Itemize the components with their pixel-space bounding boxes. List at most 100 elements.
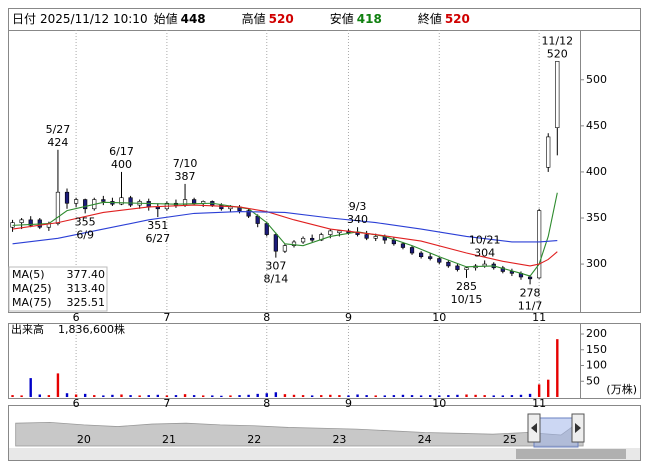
- volume-bar: [20, 395, 23, 397]
- volume-total: 1,836,600株: [58, 322, 125, 336]
- main-panel: [8, 30, 641, 313]
- volume-bar: [347, 395, 350, 397]
- volume-bar: [238, 395, 241, 397]
- volume-bar: [310, 395, 314, 397]
- volume-bar: [38, 394, 41, 397]
- x-tick-label: 23: [332, 433, 346, 446]
- volume-bar: [74, 394, 78, 397]
- x-tick-label: 22: [247, 433, 261, 446]
- unit-label: (万株): [606, 382, 637, 396]
- candle-body: [428, 256, 433, 259]
- candle-body: [373, 236, 378, 239]
- candle-body: [555, 61, 560, 128]
- annotation-value: 424: [47, 136, 68, 149]
- candle-body: [119, 197, 124, 205]
- volume-bar: [11, 395, 14, 397]
- volume-bar: [165, 395, 169, 397]
- x-tick-label: 8: [263, 397, 270, 410]
- y-tick-label: 200: [586, 327, 607, 340]
- x-tick-label: 21: [162, 433, 176, 446]
- high-label: 高値: [242, 11, 266, 26]
- candle-body: [509, 271, 515, 274]
- candle-body: [391, 239, 396, 245]
- x-tick-label: 24: [418, 433, 432, 446]
- high: 520: [269, 12, 294, 26]
- volume-bar: [492, 395, 495, 397]
- scrollbar-track: [9, 448, 640, 460]
- volume-bar: [410, 395, 414, 397]
- date: 2025/11/12 10:10: [40, 12, 148, 26]
- candle-body: [83, 199, 88, 210]
- x-tick-label: 11: [532, 311, 546, 324]
- volume-bar: [365, 395, 368, 397]
- y-tick-label: 400: [586, 165, 607, 178]
- volume-bar: [474, 394, 477, 397]
- candle-body: [273, 234, 278, 252]
- volume-bar: [220, 395, 223, 397]
- volume-bar: [202, 395, 205, 397]
- volume-bar: [329, 394, 332, 397]
- volume-bar: [338, 395, 341, 397]
- volume-bar: [438, 395, 441, 397]
- x-tick-label: 9: [345, 397, 352, 410]
- volume-bar: [320, 395, 323, 397]
- annotation-date: 5/27: [46, 123, 71, 136]
- volume-bar: [183, 394, 187, 397]
- volume-bar: [120, 394, 123, 397]
- annotation-value: 387: [175, 170, 196, 183]
- volume-bar: [292, 394, 296, 397]
- legend-name: MA(5): [12, 268, 45, 281]
- volume-bar: [265, 393, 268, 397]
- legend-box: [8, 266, 108, 312]
- x-tick-label: 10: [432, 311, 446, 324]
- candle-body: [28, 219, 33, 226]
- volume-bar: [274, 392, 278, 397]
- volume-bar: [428, 395, 432, 397]
- scrollbar-thumb[interactable]: [516, 449, 626, 459]
- ma-line: [12, 204, 558, 267]
- volume-bar: [465, 394, 468, 397]
- volume-bar: [129, 395, 132, 397]
- annotation-value: 520: [547, 47, 568, 60]
- candle-body: [55, 191, 61, 224]
- volume-bar: [510, 395, 514, 397]
- legend-name: MA(25): [12, 282, 52, 295]
- volume-bar: [56, 373, 60, 397]
- volume-bar: [102, 395, 105, 397]
- candle-body: [291, 241, 297, 246]
- annotation-date: 6/17: [109, 145, 134, 158]
- candle-body: [419, 252, 424, 258]
- volume-bar: [419, 395, 423, 397]
- x-tick-label: 10: [432, 397, 446, 410]
- annotation-date: 11/12: [541, 34, 573, 47]
- x-tick-label: 20: [77, 433, 91, 446]
- y-tick-label: 150: [586, 343, 607, 356]
- volume-bar: [256, 393, 259, 397]
- legend-value: 377.40: [67, 268, 106, 281]
- range-selection[interactable]: [533, 417, 579, 448]
- candle-body: [128, 197, 133, 206]
- volume-bar: [147, 395, 150, 397]
- candle-body: [300, 237, 306, 243]
- candle-body: [192, 199, 197, 204]
- candle-body: [437, 258, 442, 263]
- candle-body: [500, 267, 505, 272]
- volume-bar: [229, 395, 232, 397]
- volume-bar: [83, 393, 87, 397]
- x-tick-label: 8: [263, 311, 270, 324]
- low-label: 安値: [330, 11, 354, 26]
- annotation-value: 285: [456, 280, 477, 293]
- volume-bar: [401, 394, 405, 397]
- close-label: 終値: [418, 11, 442, 26]
- volume-bar: [247, 394, 250, 397]
- ma-line: [12, 210, 558, 245]
- candle-body: [464, 267, 469, 270]
- candle-body: [546, 136, 551, 168]
- volume-bar: [519, 394, 523, 397]
- annotation-date: 7/10: [173, 157, 198, 170]
- candle-body: [527, 276, 533, 280]
- volume-bar: [192, 395, 196, 397]
- ma-line: [12, 192, 558, 277]
- candle-body: [537, 210, 542, 279]
